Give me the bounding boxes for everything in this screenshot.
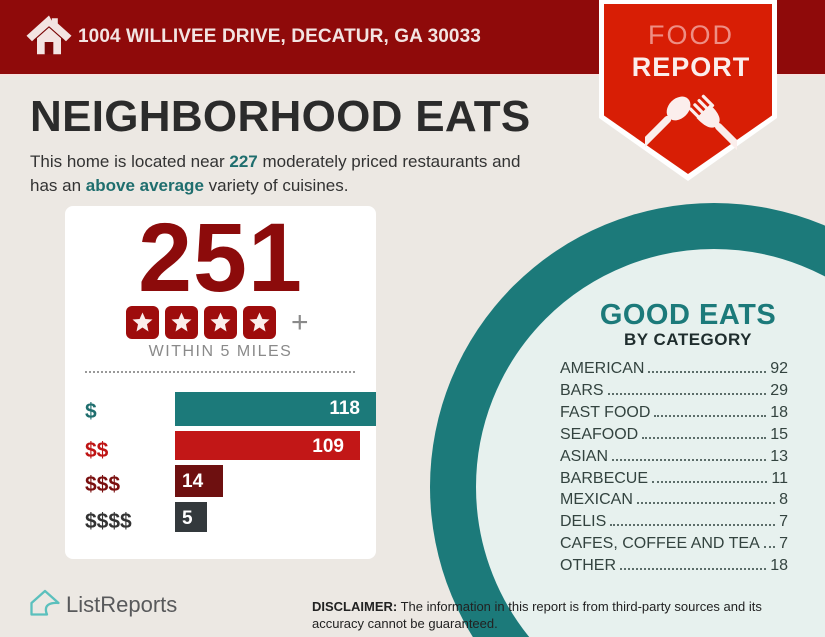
svg-text:+: +: [291, 306, 309, 339]
